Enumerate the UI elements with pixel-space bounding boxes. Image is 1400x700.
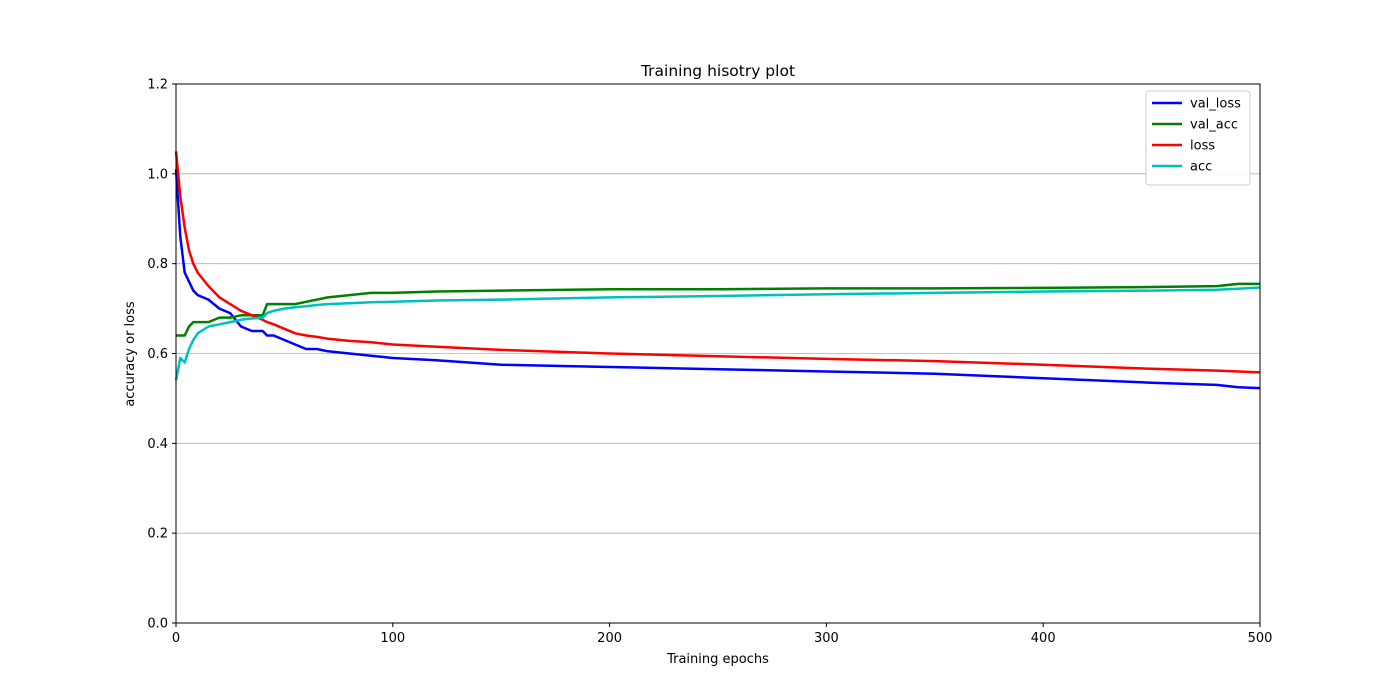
x-axis-title: Training epochs xyxy=(666,652,769,667)
legend-box xyxy=(1145,90,1251,186)
x-tick-label: 300 xyxy=(814,631,839,646)
legend-label: loss xyxy=(1190,139,1215,154)
y-tick-label: 1.2 xyxy=(147,78,168,93)
y-tick-label: 1.0 xyxy=(147,167,168,182)
y-tick-label: 0.6 xyxy=(147,347,168,362)
x-tick-label: 200 xyxy=(597,631,622,646)
series-lines xyxy=(174,151,1261,390)
x-tick-label: 0 xyxy=(172,631,180,646)
legend-label: acc xyxy=(1190,160,1212,175)
y-axis-title: accuracy or loss xyxy=(123,301,138,407)
legend-label: val_acc xyxy=(1190,118,1238,133)
x-tick-label: 100 xyxy=(380,631,405,646)
series-line-val-acc xyxy=(176,282,1260,337)
series-line-val-loss xyxy=(174,169,1261,390)
x-tick-label: 400 xyxy=(1031,631,1056,646)
chart-title: Training hisotry plot xyxy=(640,62,795,80)
y-tick-label: 0.4 xyxy=(147,437,168,452)
legend-label: val_loss xyxy=(1190,97,1241,112)
axis-ticks: 0 100 200 300 400 500 0.0 0.2 0.4 0.6 0.8 1.0 1.2 xyxy=(147,78,1272,647)
series-line-loss xyxy=(174,151,1261,374)
series-line-acc xyxy=(174,286,1261,381)
y-tick-label: 0.2 xyxy=(147,527,168,542)
y-tick-label: 0.0 xyxy=(147,617,168,632)
x-tick-label: 500 xyxy=(1248,631,1273,646)
y-tick-label: 0.8 xyxy=(147,257,168,272)
